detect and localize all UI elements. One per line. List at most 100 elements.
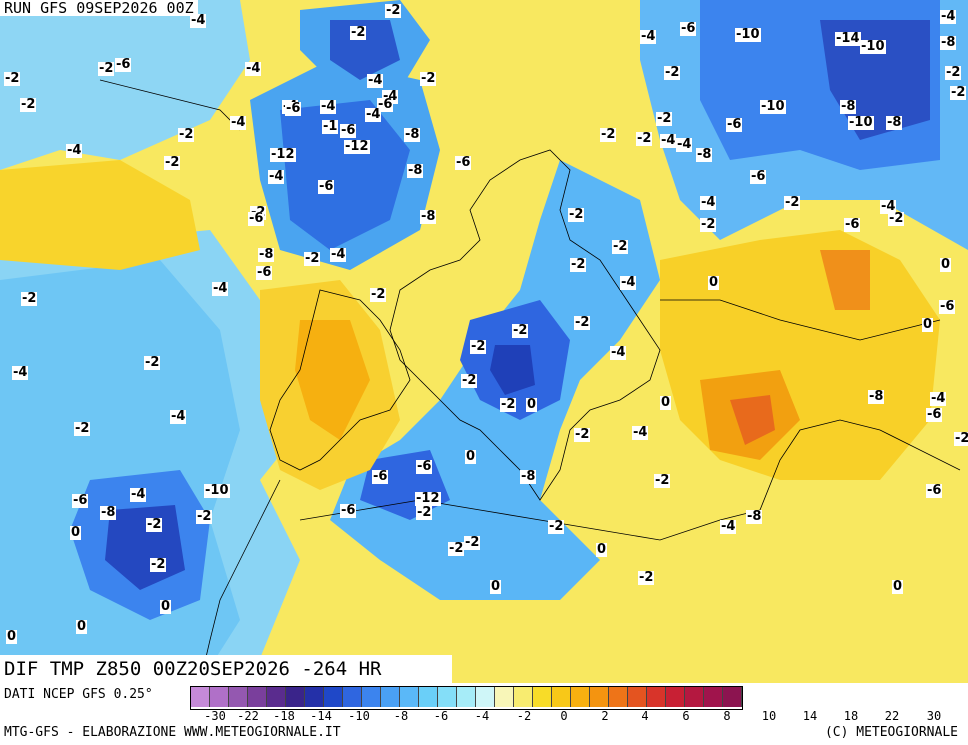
legend-swatch	[286, 687, 305, 707]
map-value-label: -2	[196, 509, 213, 524]
legend-swatch	[685, 687, 704, 707]
map-value-label: -6	[318, 179, 335, 194]
map-value-label: -2	[950, 85, 967, 100]
data-source-label: DATI NCEP GFS 0.25°	[4, 687, 153, 702]
map-value-label: -10	[760, 99, 786, 114]
legend-swatch	[590, 687, 609, 707]
legend-swatch	[191, 687, 210, 707]
map-value-label: -12	[415, 491, 441, 506]
map-value-label: -8	[886, 115, 903, 130]
map-value-label: -2	[548, 519, 565, 534]
map-value-label: -12	[344, 139, 370, 154]
map-value-label: -8	[520, 469, 537, 484]
elaboration-label: MTG-GFS - ELABORAZIONE WWW.METEOGIORNALE…	[4, 725, 341, 740]
map-value-label: -2	[146, 517, 163, 532]
map-value-label: -4	[365, 107, 382, 122]
map-value-label: -4	[12, 365, 29, 380]
legend-swatch	[552, 687, 571, 707]
map-value-label: -6	[939, 299, 956, 314]
legend-swatch	[514, 687, 533, 707]
map-value-label: -2	[21, 291, 38, 306]
map-value-label: -2	[638, 570, 655, 585]
map-value-label: -4	[660, 133, 677, 148]
map-value-label: -4	[130, 487, 147, 502]
map-value-label: -4	[212, 281, 229, 296]
legend-tick-label: -8	[393, 709, 409, 723]
map-value-label: -2	[574, 315, 591, 330]
legend-swatch	[324, 687, 343, 707]
map-value-label: -8	[407, 163, 424, 178]
legend-tick-label: 0	[560, 709, 568, 723]
legend-swatch	[343, 687, 362, 707]
map-value-label: -10	[860, 39, 886, 54]
map-value-label: -2	[164, 155, 181, 170]
map-value-label: -6	[72, 493, 89, 508]
map-value-label: -2	[784, 195, 801, 210]
map-value-label: -6	[256, 265, 273, 280]
map-value-label: -6	[750, 169, 767, 184]
map-value-label: -8	[868, 389, 885, 404]
map-value-label: -10	[735, 27, 761, 42]
legend-swatch	[267, 687, 286, 707]
map-value-label: -8	[746, 509, 763, 524]
map-value-label: -2	[448, 541, 465, 556]
legend-tick-label: -2	[516, 709, 532, 723]
run-label: RUN GFS 09SEP2026 00Z	[0, 0, 198, 16]
map-value-label: 0	[940, 257, 952, 272]
map-value-label: -2	[664, 65, 681, 80]
map-value-label: -4	[930, 391, 947, 406]
map-value-label: -4	[268, 169, 285, 184]
legend-tick-label: -6	[433, 709, 449, 723]
legend-swatch	[476, 687, 495, 707]
map-value-label: -4	[610, 345, 627, 360]
map-value-label: -2	[144, 355, 161, 370]
map-value-label: -1	[322, 119, 339, 134]
legend-swatch	[248, 687, 267, 707]
map-value-label: -12	[270, 147, 296, 162]
map-value-label: 0	[708, 275, 720, 290]
legend-tick-label: -18	[273, 709, 295, 723]
legend-tick-label: 22	[884, 709, 900, 723]
legend-tick-label: -14	[310, 709, 332, 723]
map-value-label: -2	[350, 25, 367, 40]
map-value-label: -2	[464, 535, 481, 550]
map-value-label: 0	[76, 619, 88, 634]
map-value-label: -6	[115, 57, 132, 72]
map-value-label: -2	[178, 127, 195, 142]
map-value-label: -6	[372, 469, 389, 484]
map-value-label: -8	[840, 99, 857, 114]
legend-swatch	[495, 687, 514, 707]
legend-tick-label: 6	[682, 709, 690, 723]
map-value-label: -6	[926, 407, 943, 422]
map-value-label: -2	[98, 61, 115, 76]
map-value-label: -2	[74, 421, 91, 436]
map-value-label: -2	[612, 239, 629, 254]
map-value-label: 0	[160, 599, 172, 614]
map-value-label: -2	[416, 505, 433, 520]
map-value-label: -2	[954, 432, 968, 446]
map-value-label: -2	[370, 287, 387, 302]
map-value-label: -8	[420, 209, 437, 224]
map-value-label: 0	[892, 579, 904, 594]
map-value-label: -8	[258, 247, 275, 262]
map-value-label: -4	[880, 199, 897, 214]
map-value-label: 0	[922, 317, 934, 332]
map-value-label: -2	[888, 211, 905, 226]
map-value-label: 0	[70, 525, 82, 540]
legend-tick-label: 30	[926, 709, 942, 723]
legend-swatch	[362, 687, 381, 707]
legend-swatch	[609, 687, 628, 707]
map-value-label: -8	[696, 147, 713, 162]
map-value-label: -2	[945, 65, 962, 80]
map-value-label: -6	[680, 21, 697, 36]
legend-swatch	[400, 687, 419, 707]
map-value-label: -4	[700, 195, 717, 210]
map-value-label: -2	[512, 323, 529, 338]
map-value-label: -10	[848, 115, 874, 130]
map-value-label: -4	[330, 247, 347, 262]
map-value-label: -2	[420, 71, 437, 86]
map-value-label: -4	[320, 99, 337, 114]
map-value-label: -6	[726, 117, 743, 132]
map-value-label: -2	[600, 127, 617, 142]
map-value-label: -4	[66, 143, 83, 158]
